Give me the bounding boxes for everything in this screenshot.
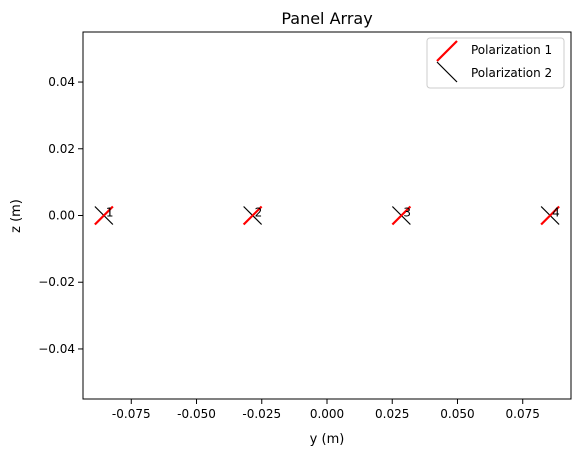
x-tick-label: -0.050 [177, 407, 216, 421]
polarization-1-marker [391, 205, 412, 226]
y-tick-label: 0.02 [48, 142, 75, 156]
legend-swatch-polarization-2 [436, 61, 458, 83]
element-label: 1 [106, 206, 114, 220]
legend-box [426, 37, 565, 89]
y-tick-label: −0.02 [38, 275, 75, 289]
x-tick-label: -0.075 [112, 407, 151, 421]
y-tick-label: −0.04 [38, 342, 75, 356]
chart-title: Panel Array [281, 9, 372, 28]
legend-label-polarization-2: Polarization 2 [471, 66, 552, 80]
x-tick-label: 0.000 [310, 407, 344, 421]
legend-label-polarization-1: Polarization 1 [471, 43, 552, 57]
element-label: 4 [552, 206, 560, 220]
x-axis: -0.075 -0.050 -0.025 0.000 0.025 0.050 0.075 [112, 399, 540, 421]
legend: Polarization 1 Polarization 2 [426, 37, 565, 89]
element-label: 3 [403, 206, 411, 220]
x-tick-label: 0.075 [506, 407, 540, 421]
polarization-1-marker [94, 205, 114, 226]
y-tick-label: 0.04 [48, 75, 75, 89]
y-axis: 0.04 0.02 0.00 −0.02 −0.04 [38, 75, 83, 356]
legend-swatch-polarization-1 [436, 40, 458, 62]
plot-area: 1 2 3 4 [94, 205, 560, 226]
y-axis-label: z (m) [9, 199, 24, 233]
polarization-1-marker [242, 205, 263, 226]
plot-frame [82, 31, 572, 400]
x-tick-label: 0.025 [375, 407, 409, 421]
x-tick-label: 0.050 [440, 407, 474, 421]
x-tick-label: -0.025 [242, 407, 281, 421]
x-axis-label: y (m) [310, 432, 345, 447]
polarization-1-marker [540, 205, 560, 226]
y-tick-label: 0.00 [48, 209, 75, 223]
element-label: 2 [255, 206, 263, 220]
